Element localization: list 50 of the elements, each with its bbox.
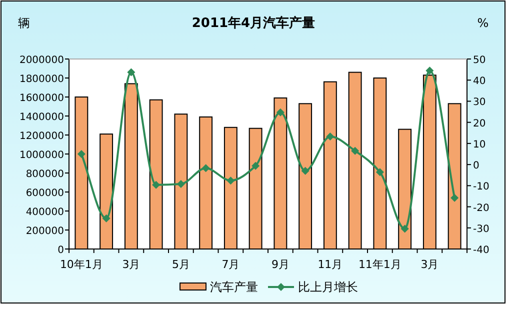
y-tick-label: 1200000 [19, 131, 64, 142]
y-tick-label: 0 [58, 245, 64, 256]
y-tick-label: 800000 [26, 169, 64, 180]
x-tick-label: 10年1月 [60, 258, 103, 271]
x-tick-label: 5月 [172, 258, 190, 271]
y-axis-title: 辆 [18, 16, 30, 30]
y2-tick-label: 0 [473, 160, 480, 172]
x-tick-label: 11月 [318, 258, 343, 271]
point [351, 146, 360, 155]
y-tick-label: 1600000 [19, 93, 64, 104]
point [202, 164, 210, 172]
y2-tick-label: -40 [473, 245, 490, 256]
point [301, 166, 310, 175]
x-tick-label: 7月 [222, 258, 240, 271]
y2-axis-title: % [477, 16, 489, 30]
y-tick-label: 200000 [26, 226, 64, 237]
point [426, 66, 434, 75]
y2-tick-label: 30 [473, 97, 486, 108]
y2-tick-label: -10 [473, 182, 490, 193]
y-tick-label: 2000000 [19, 55, 64, 66]
point [102, 214, 110, 222]
point [376, 168, 384, 176]
point [400, 224, 409, 233]
point [326, 132, 334, 140]
y-tick-label: 1800000 [19, 74, 64, 85]
point [77, 150, 86, 158]
legend-label: 比上月增长 [298, 280, 358, 294]
point [176, 180, 185, 188]
legend-label: 汽车产量 [210, 280, 258, 294]
y-tick-label: 1000000 [19, 150, 64, 161]
x-tick-label: 11年1月 [358, 258, 402, 271]
y2-tick-label: -30 [473, 224, 490, 235]
x-tick-label: 9月 [271, 258, 290, 271]
point [276, 108, 284, 116]
y2-tick-label: 50 [473, 55, 486, 66]
y-tick-label: 400000 [26, 207, 64, 218]
y2-tick-label: 20 [473, 118, 486, 130]
point [152, 180, 160, 189]
chart-title: 2011年4月汽车产量 [192, 15, 316, 31]
point [127, 68, 136, 76]
point [226, 176, 235, 185]
y2-tick-label: 40 [473, 76, 486, 88]
y2-tick-label: 10 [473, 139, 486, 150]
y2-tick-label: -20 [473, 202, 490, 214]
x-tick-label: 3月 [420, 258, 439, 271]
y-tick-label: 1400000 [19, 112, 64, 123]
point [450, 194, 459, 202]
y-tick-label: 600000 [26, 188, 64, 199]
point [252, 162, 260, 170]
x-tick-label: 3月 [122, 258, 140, 271]
